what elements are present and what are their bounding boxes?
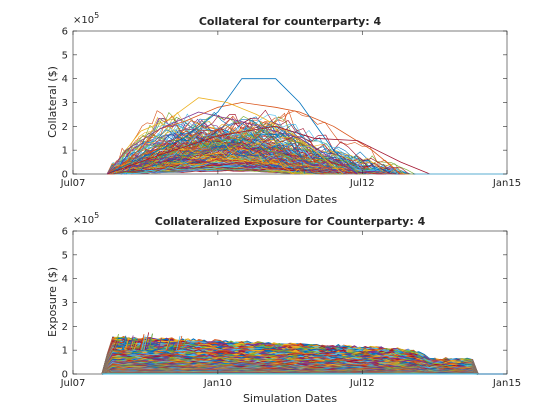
collateral-path <box>107 143 366 175</box>
exposure-spike <box>177 335 183 351</box>
exposure-x-tick-label: Jan10 <box>203 378 232 389</box>
exposure-spike <box>144 332 150 351</box>
exposure-y-tick-label: 4 <box>62 274 68 285</box>
collateral-y-tick-label: 5 <box>62 50 68 61</box>
exposure-x-tick-label: Jul12 <box>349 378 375 389</box>
collateral-path <box>107 163 358 175</box>
exposure-spike <box>146 338 151 351</box>
collateral-highlight-path <box>106 97 344 175</box>
exposure-spike <box>129 335 134 351</box>
exposure-y-tick-label: 1 <box>62 346 68 357</box>
collateral-path <box>106 156 392 175</box>
exposure-y-axis-label: Exposure ($) <box>46 267 59 337</box>
collateral-y-tick-label: 2 <box>62 122 68 133</box>
collateral-path <box>106 154 334 175</box>
exposure-x-tick-label: Jul07 <box>60 378 86 389</box>
exposure-y-tick-label: 3 <box>62 298 68 309</box>
collateral-ticks: Jul07 Jan10 Jul12 Jan15 0 1 2 3 4 5 6 <box>60 27 521 190</box>
exposure-spike <box>148 333 153 351</box>
collateral-path <box>106 157 393 175</box>
exposure-spike <box>176 335 181 351</box>
collateral-x-tick-label: Jul12 <box>349 178 375 189</box>
collateral-y-multiplier-exponent: 5 <box>94 11 99 20</box>
exposure-spike <box>141 335 146 351</box>
exposure-series-group <box>101 332 507 375</box>
exposure-spike <box>131 337 137 351</box>
collateral-x-tick-label: Jul07 <box>60 178 86 189</box>
collateral-y-tick-label: 1 <box>62 146 68 157</box>
exposure-spike <box>124 336 130 351</box>
collateral-path <box>106 168 344 175</box>
exposure-y-multiplier: ×105 <box>73 211 99 226</box>
collateral-highlight-path <box>106 102 402 175</box>
exposure-spike <box>165 338 170 351</box>
collateral-path <box>106 139 387 175</box>
exposure-plot-title: Collateralized Exposure for Counterparty… <box>155 215 426 228</box>
collateral-highlight-path <box>106 125 431 175</box>
collateral-y-tick-label: 0 <box>62 170 68 181</box>
exposure-y-multiplier-exponent: 5 <box>94 211 99 220</box>
exposure-y-tick-label: 6 <box>62 227 68 238</box>
collateral-plot-title: Collateral for counterparty: 4 <box>199 15 382 28</box>
collateral-y-multiplier: ×105 <box>73 11 99 26</box>
collateral-path <box>106 120 399 175</box>
collateral-y-multiplier-base: ×10 <box>73 15 94 26</box>
exposure-spike <box>143 335 148 351</box>
collateral-y-tick-label: 6 <box>62 27 68 38</box>
exposure-y-tick-label: 2 <box>62 322 68 333</box>
exposure-x-tick-label: Jan15 <box>492 378 521 389</box>
collateral-series-group <box>106 78 507 175</box>
collateral-path <box>107 143 365 175</box>
exposure-spike <box>114 341 120 351</box>
exposure-spike <box>182 338 187 351</box>
exposure-spike <box>170 342 176 351</box>
exposure-y-tick-label: 0 <box>62 370 68 381</box>
collateral-path <box>106 129 319 175</box>
collateral-highlight-path <box>106 111 358 175</box>
collateral-x-tick-label: Jan15 <box>492 178 521 189</box>
collateral-plot: Jul07 Jan10 Jul12 Jan15 0 1 2 3 4 5 6 Collateral f… <box>46 11 521 206</box>
collateral-x-axis-label: Simulation Dates <box>243 193 337 206</box>
collateral-y-tick-label: 4 <box>62 74 68 85</box>
collateral-y-axis-label: Collateral ($) <box>46 66 59 138</box>
collateral-path <box>106 138 353 175</box>
exposure-plot: Jul07 Jan10 Jul12 Jan15 0 1 2 3 4 5 6 Collateraliz… <box>46 211 521 405</box>
collateral-path <box>106 120 365 175</box>
exposure-ticks: Jul07 Jan10 Jul12 Jan15 0 1 2 3 4 5 6 <box>60 227 521 390</box>
exposure-spike <box>139 334 145 351</box>
exposure-x-axis-label: Simulation Dates <box>243 392 337 405</box>
collateral-path <box>107 139 337 175</box>
collateral-path <box>106 156 396 175</box>
exposure-spike <box>112 340 118 351</box>
exposure-spike <box>157 337 162 351</box>
exposure-spike <box>166 342 171 351</box>
collateral-y-tick-label: 3 <box>62 98 68 109</box>
collateral-path <box>107 154 317 175</box>
exposure-spike <box>178 341 183 351</box>
collateral-path <box>107 134 338 175</box>
collateral-x-tick-label: Jan10 <box>203 178 232 189</box>
collateral-highlight-path <box>106 78 358 175</box>
exposure-y-multiplier-base: ×10 <box>73 215 94 226</box>
exposure-spike <box>121 335 127 351</box>
exposure-y-tick-label: 5 <box>62 250 68 261</box>
exposure-spike <box>133 341 138 351</box>
exposure-spike <box>122 338 128 351</box>
